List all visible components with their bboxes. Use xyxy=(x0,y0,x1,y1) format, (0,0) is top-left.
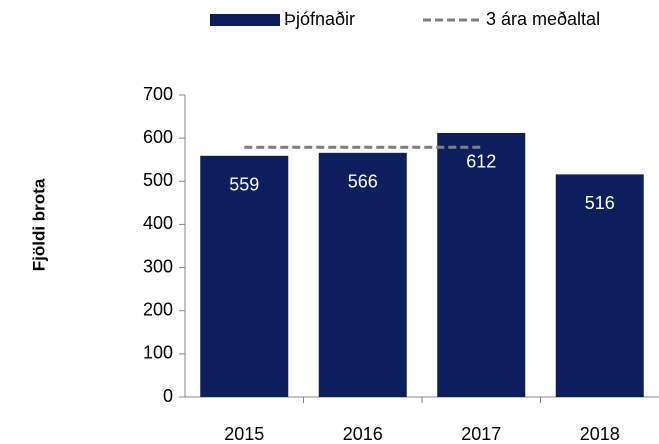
y-tick-label: 400 xyxy=(143,213,173,233)
bar-value-label: 566 xyxy=(348,172,378,192)
x-tick-label: 2017 xyxy=(461,424,501,444)
bar-value-label: 516 xyxy=(585,193,615,213)
y-tick-label: 700 xyxy=(143,84,173,104)
y-tick-label: 100 xyxy=(143,343,173,363)
bar xyxy=(555,174,644,397)
y-axis-label: Fjöldi brota xyxy=(29,178,48,271)
legend-swatch xyxy=(210,14,280,26)
legend-label: Þjófnaðir xyxy=(284,9,355,29)
x-tick-label: 2015 xyxy=(224,424,264,444)
bar-value-label: 612 xyxy=(466,152,496,172)
bar xyxy=(318,152,407,397)
legend-label: 3 ára meðaltal xyxy=(486,9,600,29)
bar xyxy=(437,132,526,398)
y-tick-label: 600 xyxy=(143,127,173,147)
y-tick-label: 500 xyxy=(143,170,173,190)
bar-value-label: 559 xyxy=(229,175,259,195)
x-tick-label: 2016 xyxy=(343,424,383,444)
bar xyxy=(200,155,289,397)
y-tick-label: 200 xyxy=(143,299,173,319)
y-tick-label: 0 xyxy=(163,386,173,406)
x-tick-label: 2018 xyxy=(580,424,620,444)
y-tick-label: 300 xyxy=(143,256,173,276)
